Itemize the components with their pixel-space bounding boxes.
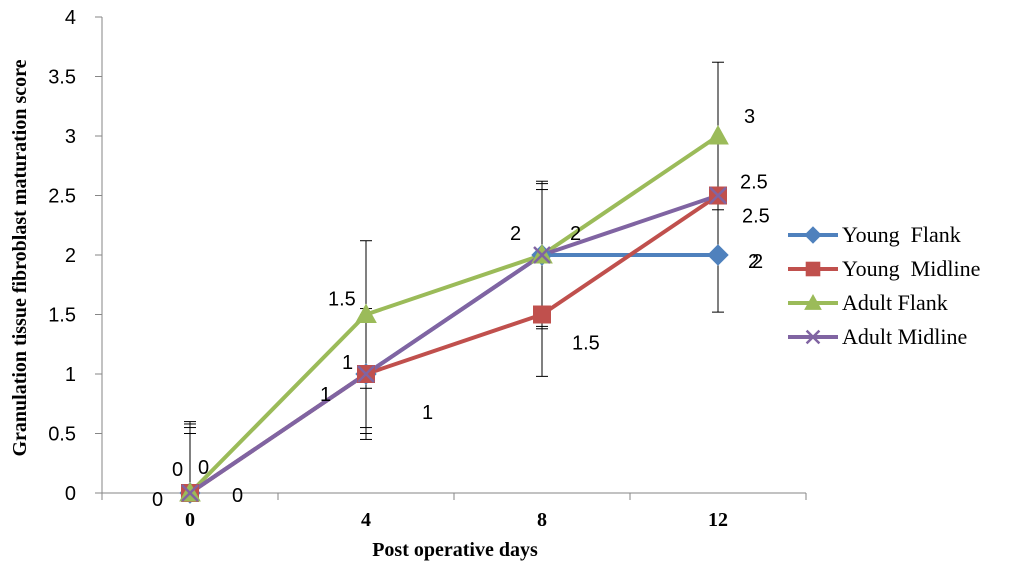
series-markers	[179, 124, 729, 504]
series-0-point	[707, 244, 729, 266]
y-tick-label: 0.5	[48, 424, 76, 446]
data-label: 2.5	[740, 172, 768, 194]
data-label: 1	[422, 402, 433, 424]
series-3-point-stroke	[533, 246, 551, 264]
legend-marker-0	[804, 226, 822, 244]
x-tick-label: 8	[537, 509, 547, 531]
y-tick-label: 1	[65, 364, 76, 386]
legend-label-0: Young Flank	[842, 222, 961, 247]
series-line-1	[188, 193, 720, 495]
legend-label-2: Adult Flank	[842, 290, 948, 315]
series-3-point-stroke	[357, 365, 375, 383]
series-3-point-stroke	[181, 484, 199, 502]
data-label: 2	[510, 223, 521, 245]
data-label: 2	[570, 223, 581, 245]
legend-label-1: Young Midline	[842, 256, 980, 281]
y-axis-ticks: 0 0.5 1 1.5 2 2.5 3 3.5 4	[48, 7, 102, 505]
data-label: 0	[152, 489, 163, 511]
series-3-point	[181, 484, 199, 502]
series-3-point	[357, 365, 375, 383]
legend: Young Flank Young Midline Adult Flank Adult…	[788, 222, 980, 349]
data-label: 1.5	[572, 333, 600, 355]
series-2-point	[355, 303, 377, 323]
series-2-point	[707, 124, 729, 145]
data-label: 0	[172, 459, 183, 481]
y-tick-label: 1.5	[48, 305, 76, 327]
series-line-0	[188, 253, 718, 495]
y-tick-label: 4	[65, 7, 76, 29]
y-axis-title: Granulation tissue fibroblast maturation…	[9, 59, 31, 456]
x-tick-label: 4	[361, 509, 371, 531]
data-label: 0	[232, 485, 243, 507]
data-label: 3	[744, 106, 755, 128]
data-label: 0	[198, 457, 209, 479]
data-label: 1	[342, 352, 353, 374]
series-3-point	[709, 186, 727, 205]
x-axis-ticks: 0 4 8 12	[101, 493, 807, 531]
y-tick-label: 3	[65, 126, 76, 148]
legend-marker-1	[805, 261, 821, 277]
y-tick-label: 0	[65, 483, 76, 505]
series-3-point-stroke	[709, 186, 727, 205]
series-lines	[188, 134, 720, 495]
legend-marker-3	[805, 329, 821, 345]
series-line-2	[188, 134, 720, 495]
x-axis-title: Post operative days	[372, 539, 538, 561]
legend-marker-2	[804, 293, 822, 310]
series-1-point	[533, 305, 551, 324]
data-label: 1	[320, 384, 331, 406]
error-bars	[184, 61, 724, 494]
series-line-3	[188, 193, 719, 495]
y-tick-label: 3.5	[48, 67, 76, 89]
data-label: 2	[752, 251, 763, 273]
x-tick-label: 0	[185, 509, 195, 531]
data-label: 1.5	[328, 289, 356, 311]
legend-marker-3-stroke	[805, 329, 821, 345]
data-label: 2	[748, 251, 759, 273]
data-label: 2.5	[742, 206, 770, 228]
series-3-point	[533, 246, 551, 264]
legend-label-3: Adult Midline	[842, 324, 967, 349]
y-tick-label: 2.5	[48, 186, 76, 208]
x-tick-label: 12	[708, 509, 728, 531]
y-tick-label: 2	[65, 245, 76, 267]
